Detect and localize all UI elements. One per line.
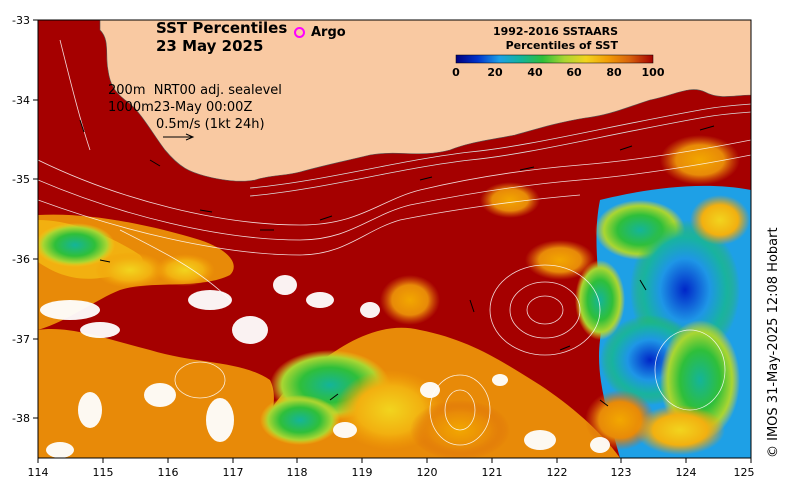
lon-tick-label: 119 <box>352 466 373 479</box>
sealevel-contours <box>38 39 751 446</box>
lat-tick-label: -34 <box>12 94 30 107</box>
lat-labels: -33 -34 -35 -36 -37 -38 <box>12 14 30 425</box>
map-frame <box>37 19 752 459</box>
lon-tick-label: 125 <box>734 466 755 479</box>
sst-field <box>38 20 751 458</box>
current-vectors <box>79 119 715 407</box>
legend-tick-label: 100 <box>642 66 665 79</box>
lon-tick-label: 120 <box>417 466 438 479</box>
legend-title-line-2: Percentiles of SST <box>505 39 618 52</box>
legend-tick-label: 0 <box>452 66 460 79</box>
legend-tick-label: 80 <box>606 66 622 79</box>
lat-tick-label: -37 <box>12 333 30 346</box>
scale-arrow <box>163 133 195 141</box>
argo-label: Argo <box>311 25 346 40</box>
lon-tick-label: 122 <box>547 466 568 479</box>
argo-legend: Argo <box>294 25 346 40</box>
lat-tick-label: -36 <box>12 253 30 266</box>
lon-labels: 114 115 116 117 118 119 120 121 122 123 … <box>28 466 755 479</box>
argo-float-icon <box>294 27 305 38</box>
legend-tick-label: 40 <box>527 66 543 79</box>
lon-tick-label: 121 <box>482 466 503 479</box>
axis-ticks <box>33 19 752 463</box>
lon-tick-label: 116 <box>158 466 179 479</box>
lat-tick-label: -35 <box>12 173 30 186</box>
lat-tick-label: -38 <box>12 412 30 425</box>
map-info: 200m NRT00 adj. sealevel 1000m23-May 00:… <box>108 82 282 133</box>
lon-tick-label: 124 <box>676 466 697 479</box>
depth-contours <box>249 103 751 197</box>
legend-title-line-1: 1992-2016 SSTAARS <box>492 25 618 38</box>
legend-tick-label: 20 <box>487 66 503 79</box>
product-label: NRT00 adj. sealevel <box>153 83 282 98</box>
legend-tick-label: 60 <box>566 66 582 79</box>
map-title: SST Percentiles 23 May 2025 <box>156 19 287 55</box>
scale-label: 0.5m/s (1kt 24h) <box>156 117 265 132</box>
lon-tick-label: 114 <box>28 466 49 479</box>
lat-tick-label: -33 <box>12 14 30 27</box>
credit: © IMOS 31-May-2025 12:08 Hobart <box>766 227 781 458</box>
legend-colorbar <box>455 54 654 64</box>
depth-200-label: 200m <box>108 83 146 98</box>
depth-1000-label: 1000m <box>108 100 154 115</box>
title-line-2: 23 May 2025 <box>156 37 264 55</box>
lon-tick-label: 123 <box>611 466 632 479</box>
time-label: 23-May 00:00Z <box>153 100 253 115</box>
legend: 0 20 40 60 80 100 <box>452 54 665 79</box>
lon-tick-label: 115 <box>93 466 114 479</box>
lon-tick-label: 118 <box>287 466 308 479</box>
legend-title: 1992-2016 SSTAARS Percentiles of SST <box>468 25 618 53</box>
title-line-1: SST Percentiles <box>156 19 288 37</box>
lon-tick-label: 117 <box>223 466 244 479</box>
